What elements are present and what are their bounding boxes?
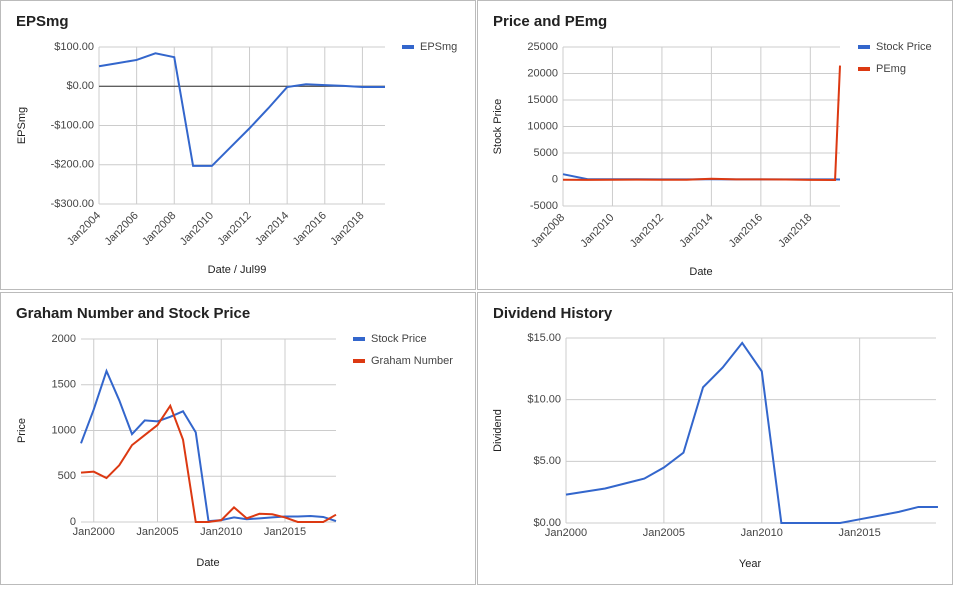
legend-label: PEmg bbox=[876, 63, 906, 75]
y-tick-label: 0 bbox=[70, 516, 76, 528]
chart-title: Graham Number and Stock Price bbox=[16, 305, 250, 322]
legend-label: Stock Price bbox=[876, 41, 932, 53]
x-axis-title: Date / Jul99 bbox=[208, 264, 267, 276]
panel bbox=[477, 292, 953, 585]
legend-swatch bbox=[858, 67, 870, 71]
x-tick-label: Jan2015 bbox=[264, 526, 306, 538]
y-axis-title: Price bbox=[16, 418, 28, 443]
x-tick-label: Jan2000 bbox=[73, 526, 115, 538]
x-axis-title: Date bbox=[196, 557, 219, 569]
y-axis-title: EPSmg bbox=[16, 107, 28, 144]
legend-label: Stock Price bbox=[371, 333, 427, 345]
y-tick-label: $0.00 bbox=[533, 517, 561, 529]
chart-title: Dividend History bbox=[493, 305, 613, 322]
panel bbox=[477, 0, 953, 290]
y-tick-label: $10.00 bbox=[527, 394, 561, 406]
y-tick-label: 0 bbox=[552, 173, 558, 185]
y-tick-label: 1000 bbox=[52, 424, 76, 436]
x-tick-label: Jan2015 bbox=[839, 527, 881, 539]
x-axis-title: Year bbox=[739, 558, 762, 570]
legend-label: Graham Number bbox=[371, 355, 453, 367]
panel bbox=[0, 0, 476, 290]
y-tick-label: -5000 bbox=[530, 200, 558, 212]
chart-title: Price and PEmg bbox=[493, 13, 607, 30]
series-line bbox=[562, 65, 841, 182]
legend-swatch bbox=[353, 359, 365, 363]
y-tick-label: $0.00 bbox=[66, 80, 94, 92]
y-tick-label: $100.00 bbox=[54, 41, 94, 53]
y-tick-label: -$100.00 bbox=[51, 119, 94, 131]
y-axis-title: Dividend bbox=[492, 409, 504, 452]
series-line bbox=[98, 52, 385, 167]
legend-swatch bbox=[858, 45, 870, 49]
y-tick-label: -$200.00 bbox=[51, 159, 94, 171]
y-tick-label: $5.00 bbox=[533, 455, 561, 467]
y-tick-label: -$300.00 bbox=[51, 198, 94, 210]
y-tick-label: 2000 bbox=[52, 333, 76, 345]
x-tick-label: Jan2010 bbox=[200, 526, 242, 538]
y-tick-label: 20000 bbox=[527, 67, 558, 79]
x-tick-label: Jan2005 bbox=[136, 526, 178, 538]
panel bbox=[0, 292, 476, 585]
y-tick-label: 15000 bbox=[527, 94, 558, 106]
x-axis-title: Date bbox=[689, 266, 712, 278]
series-line bbox=[80, 403, 337, 523]
x-tick-label: Jan2000 bbox=[545, 527, 587, 539]
y-tick-label: 10000 bbox=[527, 120, 558, 132]
y-tick-label: $15.00 bbox=[527, 332, 561, 344]
y-tick-label: 25000 bbox=[527, 41, 558, 53]
x-tick-label: Jan2005 bbox=[643, 527, 685, 539]
y-tick-label: 5000 bbox=[534, 147, 558, 159]
x-tick-label: Jan2010 bbox=[741, 527, 783, 539]
legend-label: EPSmg bbox=[420, 41, 457, 53]
y-axis-title: Stock Price bbox=[492, 99, 504, 155]
legend-swatch bbox=[353, 337, 365, 341]
chart-title: EPSmg bbox=[16, 13, 69, 30]
y-tick-label: 1500 bbox=[52, 379, 76, 391]
series-line bbox=[565, 341, 938, 524]
y-tick-label: 500 bbox=[58, 470, 76, 482]
legend-swatch bbox=[402, 45, 414, 49]
